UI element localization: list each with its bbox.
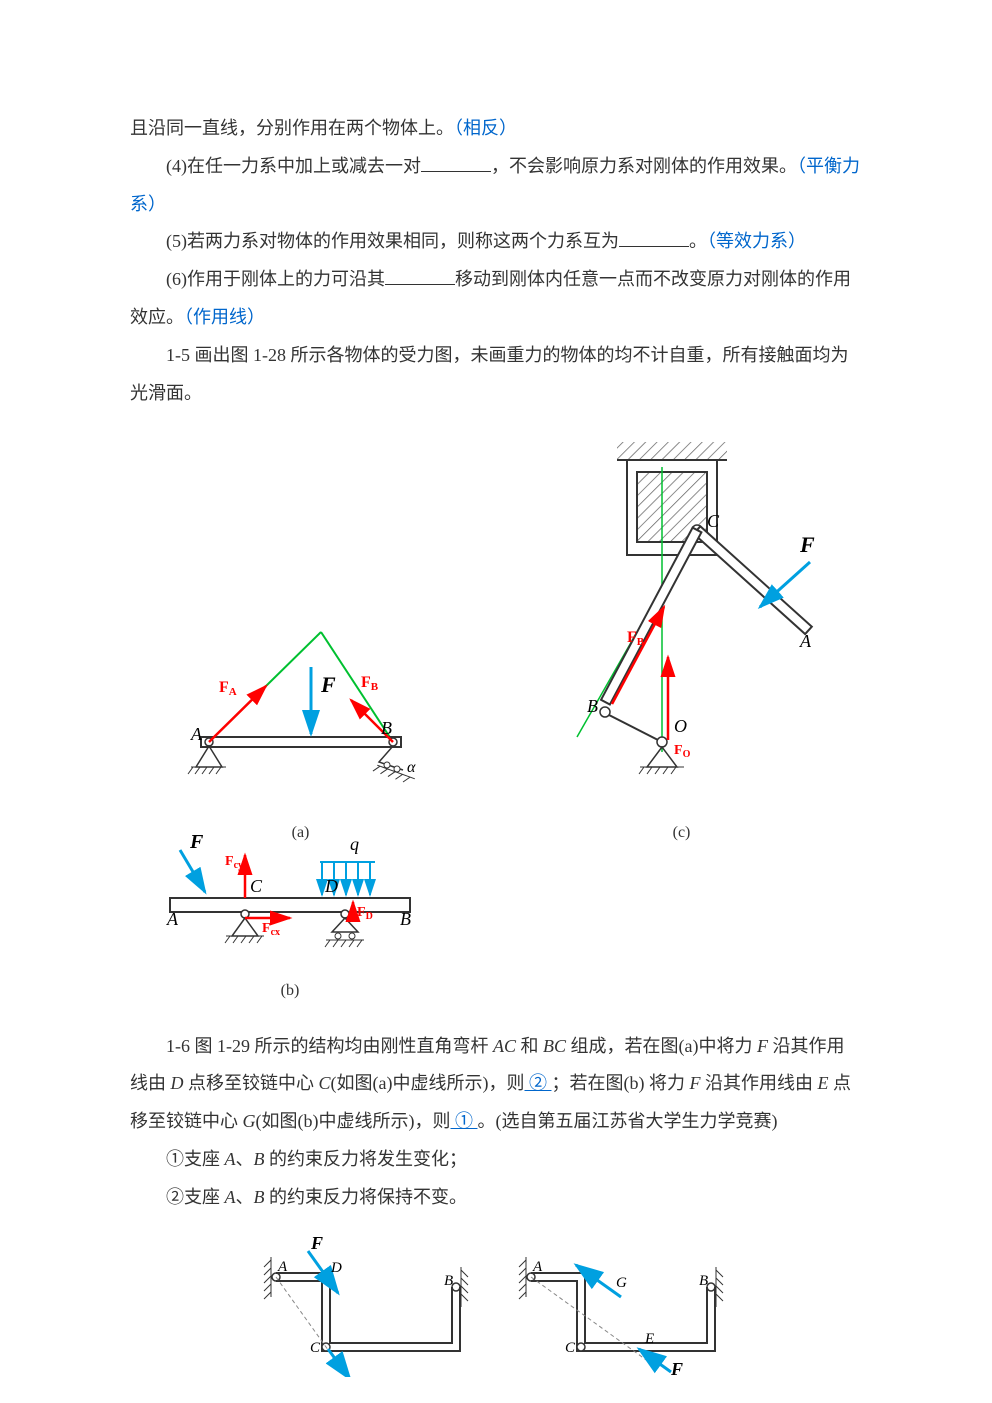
svg-text:Fcx: Fcx [262,921,280,938]
q16a: 1-6 图 1-29 所示的结构均由刚性直角弯杆 [166,1036,493,1056]
line4a: (6)作用于刚体上的力可沿其 [166,269,385,289]
text-line-3: (5)若两力系对物体的作用效果相同，则称这两个力系互为 。（等效力系） [130,223,862,261]
q16b: 和 [516,1036,543,1056]
svg-text:C: C [310,1340,321,1356]
figure-b-svg: A B C D F q Fcy Fcx FD [150,810,430,970]
svg-text:F: F [189,831,204,853]
it-f2: F [689,1073,700,1093]
svg-text:F: F [310,1237,323,1253]
text-line-4: (6)作用于刚体上的力可沿其移动到刚体内任意一点而不改变原力对刚体的作用效应。（… [130,261,862,337]
svg-text:B: B [699,1273,708,1289]
svg-text:B: B [400,909,411,929]
svg-text:C: C [707,511,720,531]
svg-text:O: O [674,716,687,736]
it-e: E [817,1073,828,1093]
svg-text:F: F [670,1359,683,1377]
blank-2 [421,154,491,172]
svg-text:q: q [350,834,359,854]
line2b: ，不会影响原力系对刚体的作用效果。 [491,156,797,176]
svg-text:C: C [250,876,263,896]
opt1a: ①支座 [166,1149,225,1169]
svg-text:Fcy: Fcy [225,854,243,871]
it-g: G [243,1111,256,1131]
svg-text:A: A [799,631,812,651]
opt2a: ②支座 [166,1187,225,1207]
ans-4: （作用线） [184,307,265,327]
q16j: (如图(b)中虚线所示)，则 [256,1111,451,1131]
q16e: 点移至铰链中心 [184,1073,319,1093]
opt1b: 、 [236,1149,254,1169]
text-line-1: 且沿同一直线，分别作用在两个物体上。（相反） [130,110,862,148]
q16f: (如图(a)中虚线所示)，则 [331,1073,525,1093]
ans16b: ① [450,1111,477,1131]
ans16a: ② [524,1073,551,1093]
svg-text:F: F [799,532,815,557]
caption-b: (b) [150,974,430,1008]
text-line-2: (4)在任一力系中加上或减去一对，不会影响原力系对刚体的作用效果。（平衡力系） [130,148,862,224]
opt2c: 的约束反力将保持不变。 [265,1187,468,1207]
option-1: ①支座 A、B 的约束反力将发生变化； [130,1141,862,1179]
it-c: C [319,1073,331,1093]
svg-text:FB: FB [361,674,379,693]
it-d: D [171,1073,184,1093]
question-1-5: 1-5 画出图 1-28 所示各物体的受力图，未画重力的物体的均不计自重，所有接… [130,337,862,413]
svg-text:D: D [330,1260,342,1276]
svg-text:FA: FA [219,679,237,698]
option-2: ②支座 A、B 的约束反力将保持不变。 [130,1179,862,1217]
q16c: 组成，若在图(a)中将力 [566,1036,757,1056]
ans-1: （相反） [454,118,517,138]
svg-text:FO: FO [674,743,691,760]
it-f1: F [757,1036,768,1056]
blank-3 [619,229,689,247]
figure-a-svg: A B F FA FB α [171,612,431,812]
svg-text:A: A [190,724,203,744]
svg-text:F: F [320,672,336,697]
figure-129-svg: A D C B F A G C E B F [246,1237,746,1377]
figure-c-block: C F A B O FB FO (c) [542,432,822,850]
svg-text:A: A [532,1259,543,1275]
line2a: (4)在任一力系中加上或减去一对 [166,156,421,176]
svg-text:D: D [324,876,338,896]
opt2-b-it: B [254,1187,265,1207]
opt1c: 的约束反力将发生变化； [265,1149,468,1169]
opt1-b-it: B [254,1149,265,1169]
opt2-a: A [225,1187,236,1207]
svg-text:α: α [407,759,416,776]
line1-text: 且沿同一直线，分别作用在两个物体上。 [130,118,454,138]
svg-text:A: A [277,1259,288,1275]
line3b: 。 [689,231,707,251]
figure-c-svg: C F A B O FB FO [542,432,822,812]
q16g: ；若在图(b) 将力 [551,1073,689,1093]
q16h: 沿其作用线由 [700,1073,817,1093]
figure-row-1: A B F FA FB α (a) [130,432,862,850]
it-bc: BC [543,1036,566,1056]
svg-text:G: G [616,1275,627,1291]
opt1-a: A [225,1149,236,1169]
figure-b-block: A B C D F q Fcy Fcx FD (b) [150,810,430,1008]
line3a: (5)若两力系对物体的作用效果相同，则称这两个力系互为 [166,231,619,251]
figure-129-row: A D C B F A G C E B F [130,1237,862,1377]
ans-3: （等效力系） [707,231,806,251]
svg-text:C: C [565,1340,576,1356]
svg-text:A: A [166,909,179,929]
it-ac: AC [493,1036,516,1056]
svg-text:E: E [644,1331,654,1347]
caption-c: (c) [542,816,822,850]
svg-text:B: B [381,718,392,738]
blank-4 [385,267,455,285]
opt2b: 、 [236,1187,254,1207]
svg-text:B: B [587,696,598,716]
svg-text:B: B [444,1273,453,1289]
q16k: 。(选自第五届江苏省大学生力学竞赛) [477,1111,777,1131]
question-1-6: 1-6 图 1-29 所示的结构均由刚性直角弯杆 AC 和 BC 组成，若在图(… [130,1028,862,1141]
